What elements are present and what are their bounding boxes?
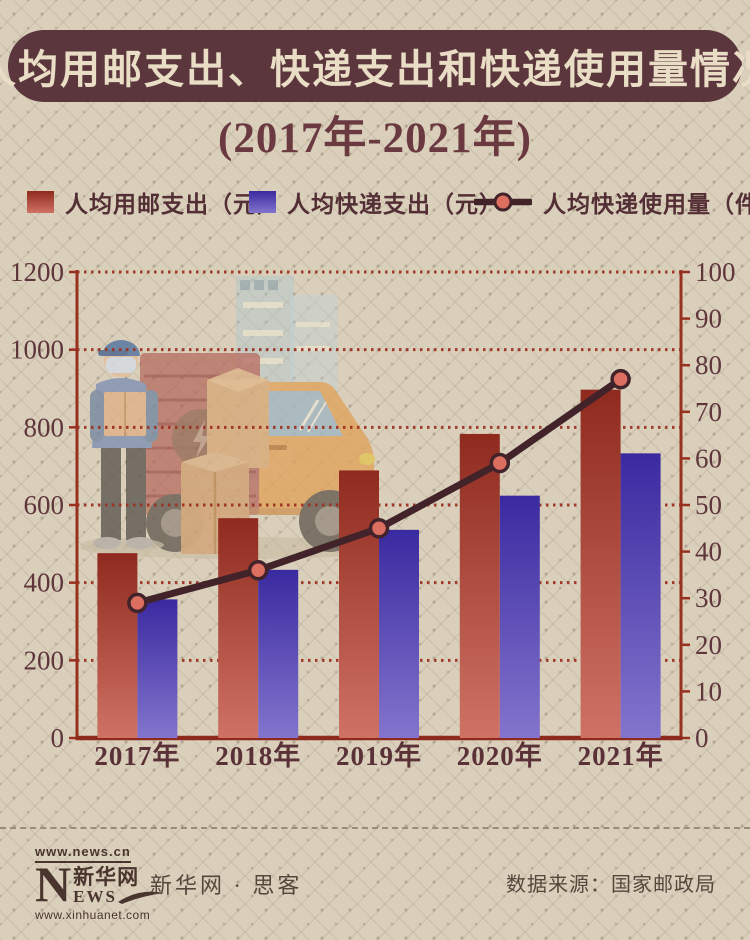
left-axis-label: 600 <box>24 490 65 520</box>
right-axis-label: 60 <box>695 443 722 473</box>
page-title: 人均用邮支出、快递支出和快递使用量情况 <box>0 30 750 102</box>
bar-express-spend-2019年 <box>379 529 419 738</box>
right-axis-label: 10 <box>695 676 722 706</box>
logo-letter-n: N <box>35 856 72 912</box>
usage-point-2017年 <box>127 592 148 614</box>
parcel-boxes-icon <box>181 368 269 554</box>
logo-url-top: www.news.cn <box>35 844 131 863</box>
legend-label: 人均快递使用量（件） <box>543 192 750 217</box>
line-marker-swatch-icon <box>474 192 532 212</box>
chart-area: 0 200 400 600 800 1000 1200 0 10 20 30 40 50 60 70 80 90… <box>0 240 750 820</box>
legend-item-express-usage: 人均快递使用量（件） <box>474 189 750 217</box>
x-axis-label: 2017年 <box>94 740 180 771</box>
right-axis-label: 90 <box>695 304 722 334</box>
bar-express-spend-2020年 <box>499 495 540 738</box>
usage-point-2018年 <box>247 559 269 581</box>
bar-postal-spend-2019年 <box>339 470 379 738</box>
left-axis-label: 0 <box>51 723 65 753</box>
left-axis-label: 400 <box>24 568 65 598</box>
xinhuanet-logo: www.news.cn N 新华网 EWS www.xinhuanet.com <box>35 843 165 922</box>
legend-item-express-spend: 人均快递支出（元） <box>249 189 503 217</box>
bar-express-spend-2017年 <box>137 599 178 738</box>
combo-chart: 0 200 400 600 800 1000 1200 0 10 20 30 40 50 60 70 80 90… <box>10 257 736 771</box>
bar-postal-spend-2018年 <box>218 518 259 738</box>
logo-cn-text: 新华网 <box>73 865 140 889</box>
logo-swoosh-icon <box>117 892 164 905</box>
bar-postal-spend-2017年 <box>97 553 138 738</box>
left-axis-label: 200 <box>24 645 65 675</box>
usage-point-2021年 <box>610 368 631 390</box>
left-axis-label: 800 <box>24 412 65 442</box>
bar-express-spend-2021年 <box>620 453 661 738</box>
logo-ews-text: EWS <box>73 887 117 906</box>
x-axis-label: 2021年 <box>578 740 664 771</box>
data-source: 数据来源：国家邮政局 <box>506 874 716 896</box>
page-subtitle: (2017年-2021年) <box>218 115 532 162</box>
x-axis-label: 2018年 <box>215 740 301 771</box>
axis-tick-labels: 0 200 400 600 800 1000 1200 0 10 20 30 40 50 60 70 80 90… <box>10 257 736 771</box>
right-axis-label: 30 <box>695 583 722 613</box>
bar-series <box>97 389 661 738</box>
legend-label: 人均快递支出（元） <box>287 192 503 217</box>
right-axis-label: 100 <box>695 257 736 287</box>
chart-legend: 人均用邮支出（元） 人均快递支出（元） 人均快递使用量（件） <box>0 189 750 217</box>
usage-point-2020年 <box>489 452 511 474</box>
usage-point-2019年 <box>368 518 390 539</box>
line-series <box>127 368 631 614</box>
red-bar-swatch-icon <box>27 191 54 213</box>
left-axis-label: 1000 <box>10 335 64 365</box>
right-axis-label: 0 <box>695 723 709 753</box>
bar-postal-spend-2021年 <box>580 389 621 738</box>
right-axis-label: 20 <box>695 630 722 660</box>
logo-url-bottom: www.xinhuanet.com <box>35 907 151 922</box>
blue-bar-swatch-icon <box>249 191 276 213</box>
footer-brand: 新华网 · 思客 <box>150 873 303 898</box>
legend-item-postal-spend: 人均用邮支出（元） <box>27 189 281 217</box>
footer-divider <box>0 827 750 829</box>
courier-icon <box>80 340 164 552</box>
left-axis-label: 1200 <box>10 257 64 287</box>
x-axis-label: 2020年 <box>457 740 543 771</box>
right-axis-label: 70 <box>695 397 722 427</box>
page-title-text: 人均用邮支出、快递支出和快递使用量情况 <box>0 47 750 92</box>
right-axis-label: 40 <box>695 537 722 567</box>
right-axis-label: 80 <box>695 350 722 380</box>
right-axis-label: 50 <box>695 490 722 520</box>
bar-express-spend-2018年 <box>258 569 299 738</box>
x-axis-label: 2019年 <box>336 740 422 771</box>
legend-label: 人均用邮支出（元） <box>65 192 281 217</box>
